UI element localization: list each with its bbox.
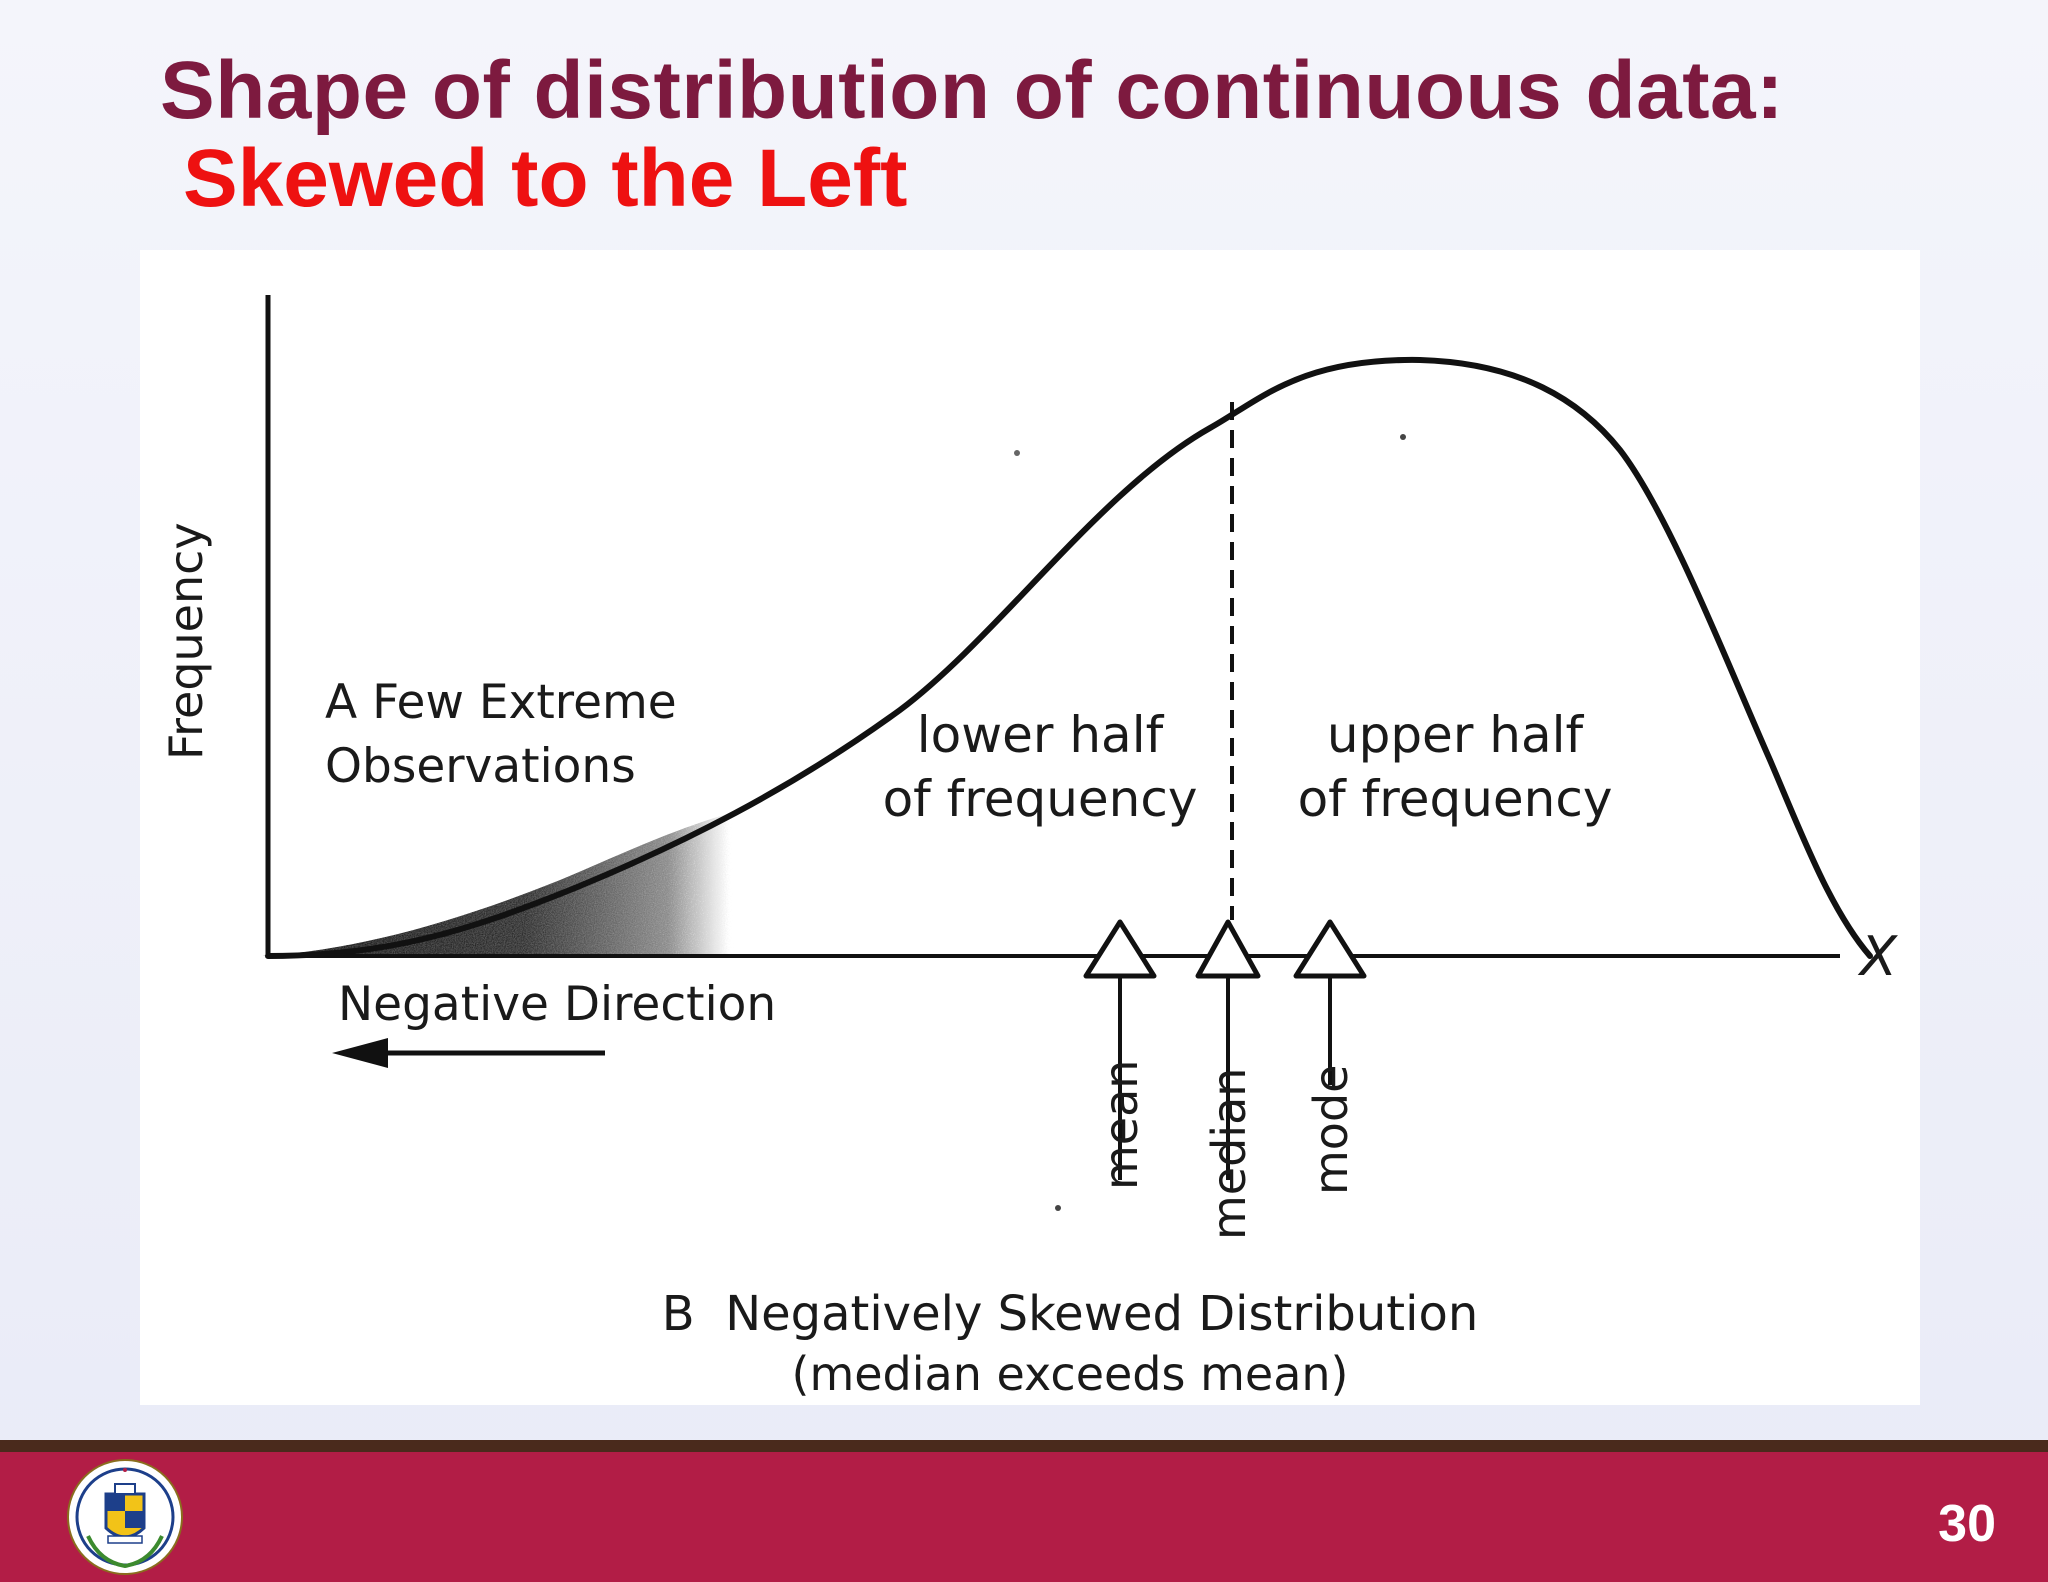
page-number: 30 bbox=[1938, 1495, 1996, 1553]
upper-half-label-line2: of frequency bbox=[1298, 770, 1613, 828]
mean-marker bbox=[1083, 919, 1157, 1180]
direction-label: Negative Direction bbox=[338, 977, 776, 1032]
university-seal-icon bbox=[67, 1459, 183, 1575]
lower-half-label-line1: lower half bbox=[917, 706, 1165, 764]
diagram-canvas: Frequency X A Few Extreme Observations N… bbox=[159, 295, 1898, 1401]
footer-stripe bbox=[0, 1440, 2048, 1452]
tail-annotation-line2: Observations bbox=[325, 739, 636, 794]
speck bbox=[1400, 434, 1406, 440]
tail-annotation-line1: A Few Extreme bbox=[325, 675, 677, 730]
speck bbox=[1055, 1205, 1061, 1211]
x-axis-label: X bbox=[1857, 925, 1898, 988]
caption-line1: B Negatively Skewed Distribution bbox=[662, 1286, 1479, 1342]
speck bbox=[1014, 450, 1020, 456]
median-marker bbox=[1195, 919, 1261, 1180]
mode-label: mode bbox=[1304, 1065, 1358, 1195]
negative-direction-arrow bbox=[332, 1038, 605, 1068]
y-axis-label: Frequency bbox=[159, 522, 213, 760]
slide-title: Shape of distribution of continuous data… bbox=[160, 45, 1784, 136]
footer-bar bbox=[0, 1452, 2048, 1582]
upper-half-label-line1: upper half bbox=[1327, 706, 1585, 764]
mean-label: mean bbox=[1094, 1060, 1148, 1190]
mode-marker bbox=[1293, 919, 1367, 1085]
median-label: median bbox=[1202, 1068, 1256, 1240]
distribution-curve bbox=[265, 356, 1873, 959]
tail-shading bbox=[262, 810, 740, 956]
caption-line2: (median exceeds mean) bbox=[792, 1347, 1349, 1401]
slide-subtitle: Skewed to the Left bbox=[183, 133, 908, 224]
skewed-distribution-diagram: Frequency X A Few Extreme Observations N… bbox=[140, 250, 1920, 1405]
lower-half-label-line2: of frequency bbox=[883, 770, 1198, 828]
